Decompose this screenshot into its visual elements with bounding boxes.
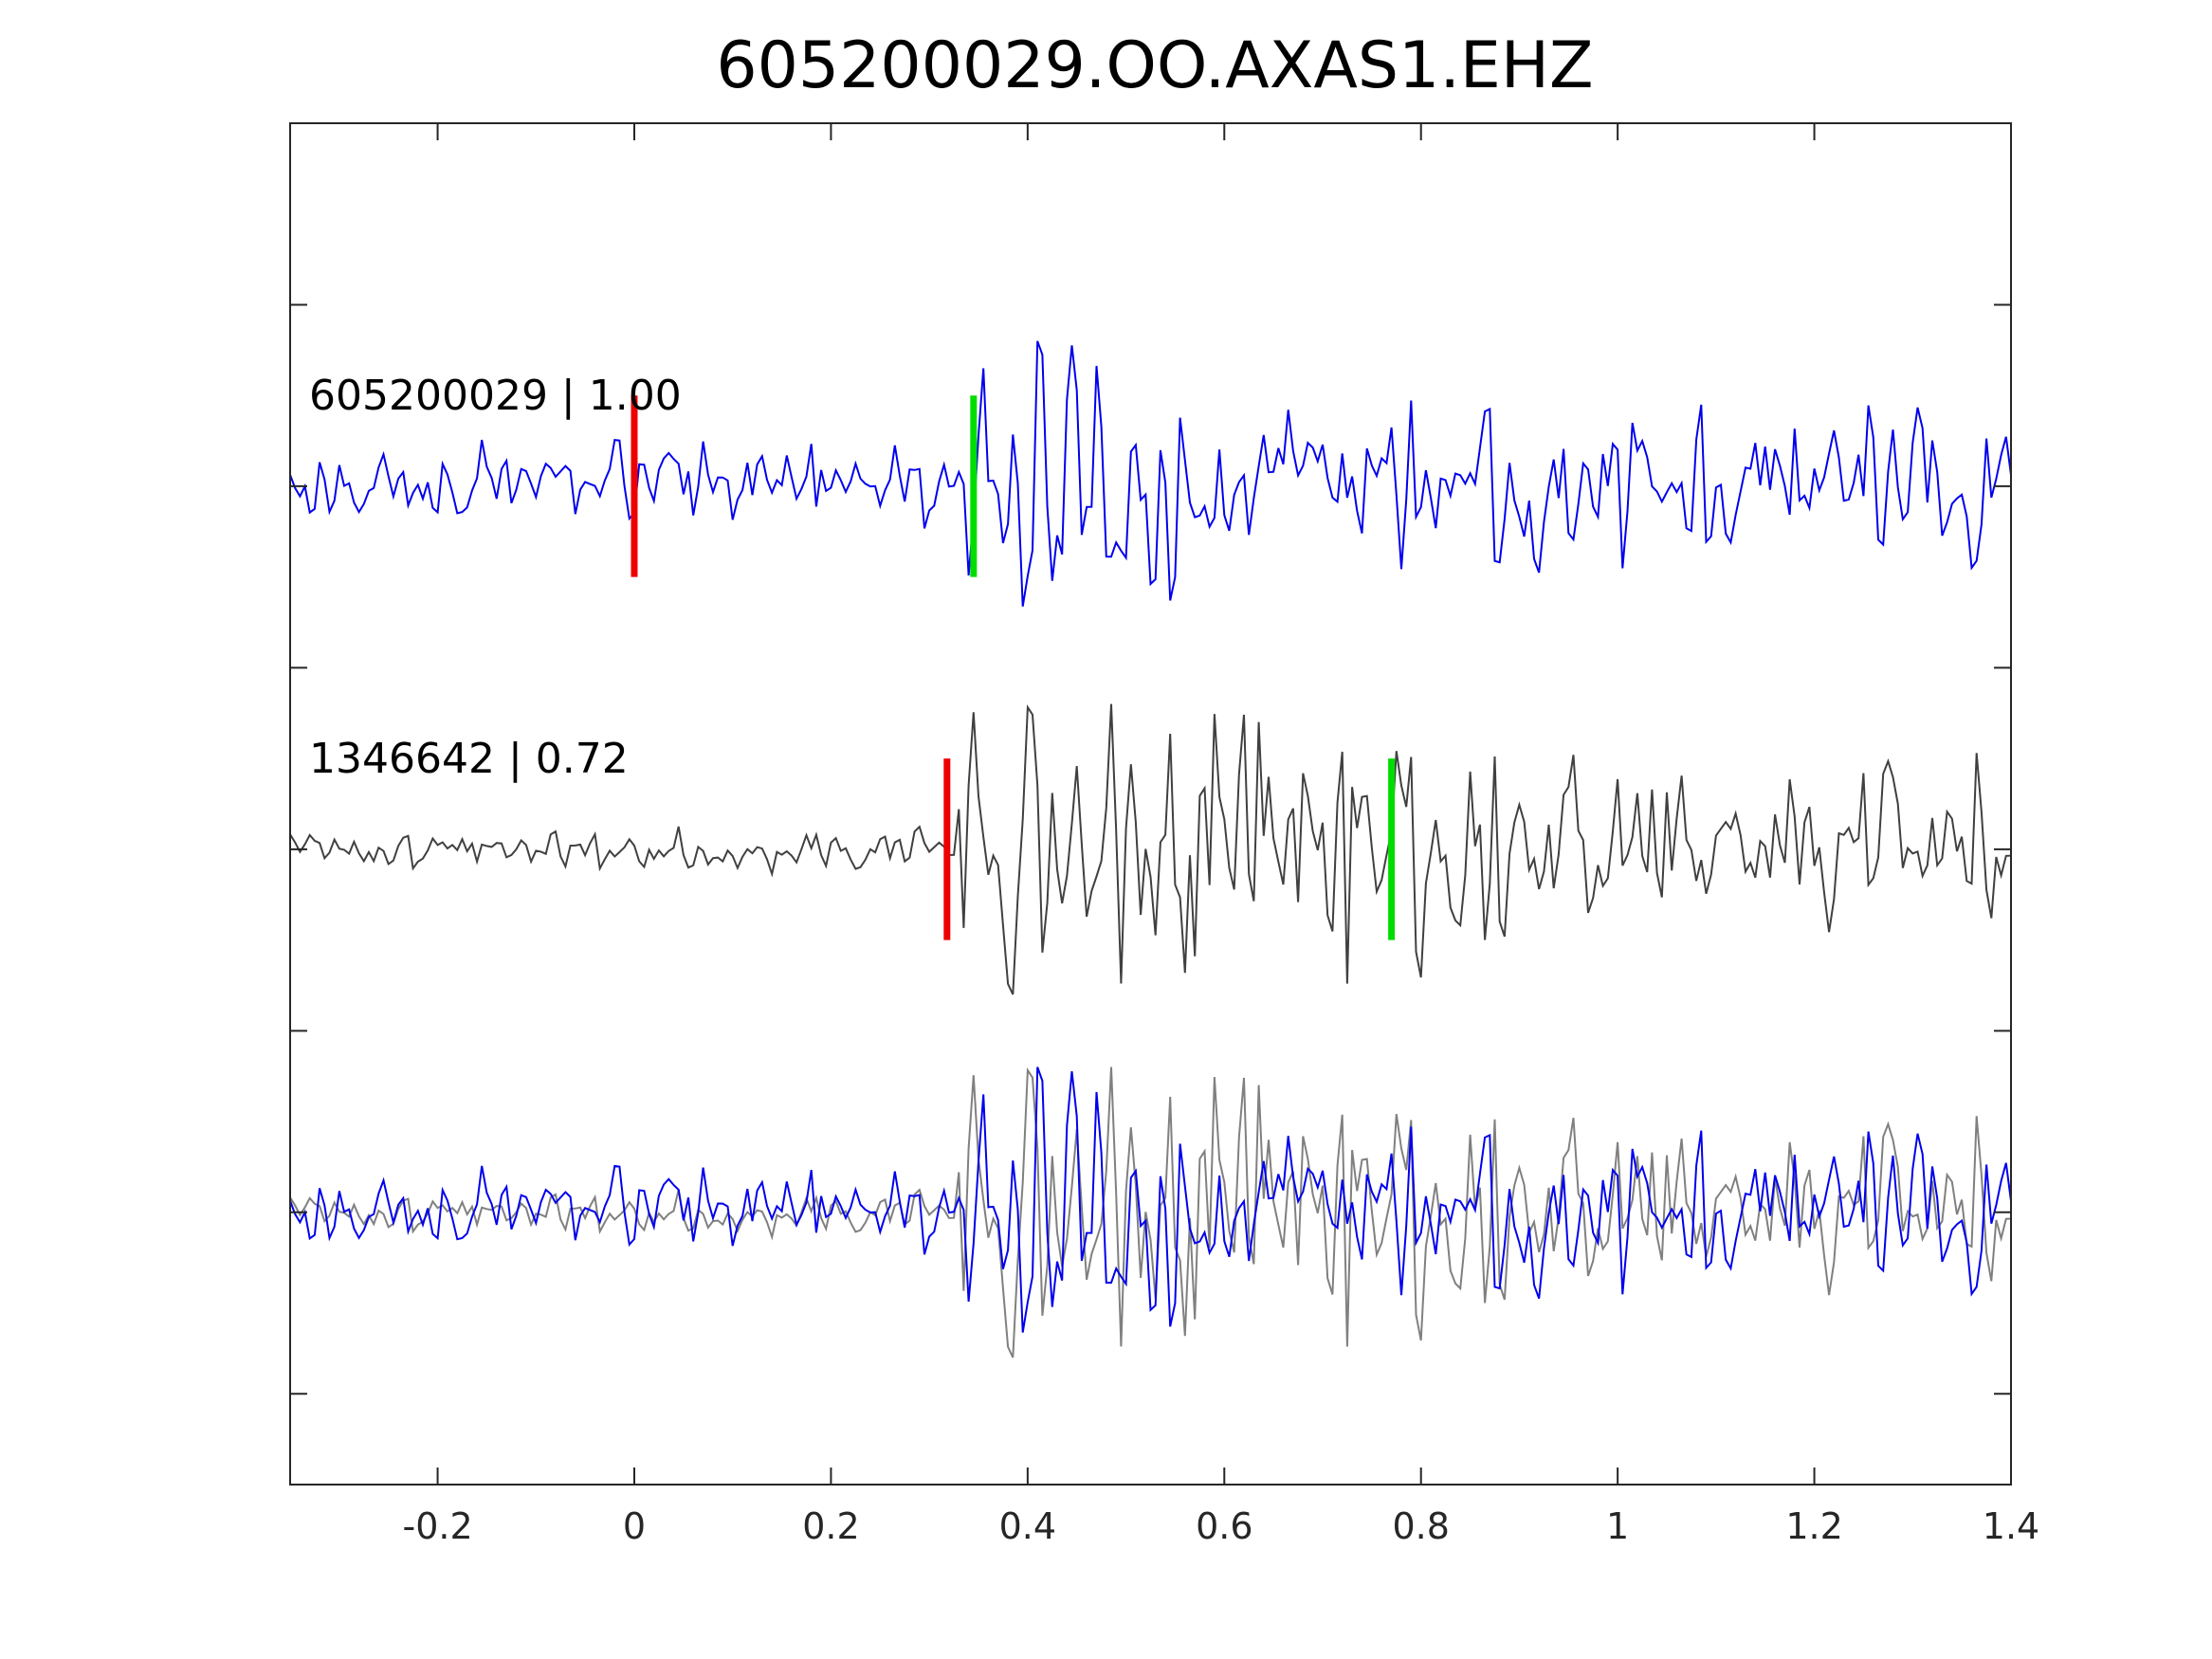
chart-title: 605200029.OO.AXAS1.EHZ	[716, 28, 1593, 103]
x-tick-label: 1	[1606, 1505, 1629, 1547]
phase-picks	[631, 395, 1396, 940]
axis-ticks	[290, 123, 2012, 1485]
x-tick-label: 0.4	[999, 1505, 1056, 1547]
axes-frame	[289, 122, 2012, 1486]
x-tick-label: 0.8	[1392, 1505, 1449, 1547]
trace-label-reference: 1346642 | 0.72	[309, 735, 629, 783]
waveform-traces	[289, 340, 2012, 1358]
plot-area	[289, 122, 2012, 1486]
x-tick-label: 0	[623, 1505, 646, 1547]
x-tick-label: 1.2	[1785, 1505, 1842, 1547]
trace-label-template: 605200029 | 1.00	[309, 372, 682, 420]
x-tick-label: 1.4	[1983, 1505, 2039, 1547]
trace-template-line	[289, 340, 2012, 607]
trace-reference-line	[289, 703, 2012, 995]
trace-overlay-template-line	[289, 1066, 2012, 1333]
trace-overlay-reference-line	[289, 1066, 2012, 1358]
x-tick-label: 0.6	[1196, 1505, 1252, 1547]
x-tick-label: 0.2	[802, 1505, 859, 1547]
x-tick-label: -0.2	[402, 1505, 472, 1547]
